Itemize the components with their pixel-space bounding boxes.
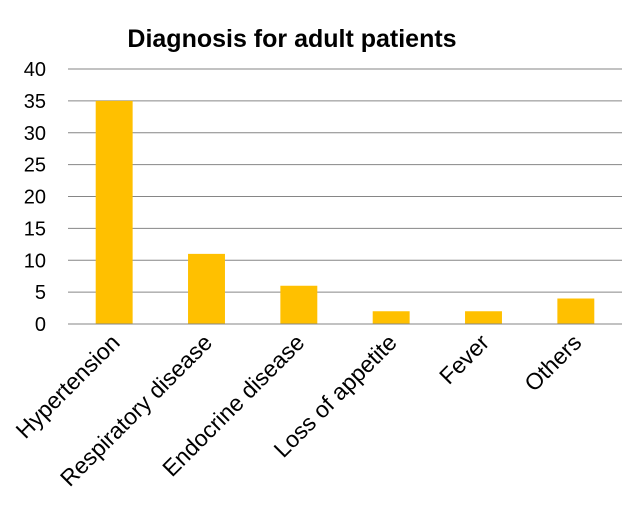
y-tick-label: 30: [24, 123, 46, 145]
y-tick-label: 10: [24, 250, 46, 272]
bar-loss-of-appetite: [372, 311, 410, 324]
y-tick-label: 40: [24, 59, 46, 81]
chart-title: Diagnosis for adult patients: [127, 25, 456, 53]
y-tick-label: 20: [24, 187, 46, 209]
y-tick-label: 35: [24, 91, 46, 113]
x-tick-label: Others: [519, 329, 586, 396]
bar-endocrine-disease: [280, 285, 318, 324]
bar-others: [557, 298, 595, 324]
y-tick-label: 5: [35, 282, 46, 304]
y-tick-label: 0: [35, 314, 46, 336]
y-tick-label: 25: [24, 155, 46, 177]
x-tick-label: Respiratory disease: [55, 329, 217, 491]
bar-respiratory-disease: [188, 253, 225, 324]
bar-hypertension: [95, 100, 133, 324]
bar-fever: [465, 311, 502, 324]
x-tick-label: Fever: [434, 329, 494, 389]
gridlines: [68, 68, 622, 293]
bars: [95, 100, 595, 324]
y-axis-ticks: 0 5 10 15 20 25 30 35 40: [24, 59, 46, 336]
y-tick-label: 15: [24, 218, 46, 240]
